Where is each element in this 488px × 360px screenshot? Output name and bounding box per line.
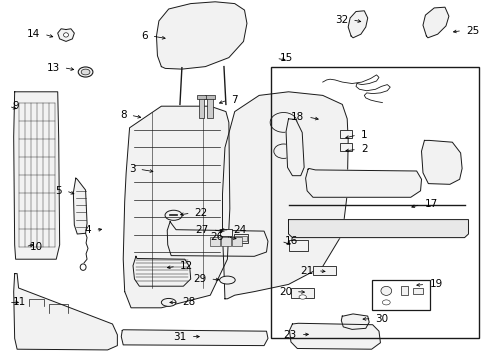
- Text: 2: 2: [360, 144, 367, 154]
- Bar: [221, 237, 230, 246]
- Text: 26: 26: [210, 232, 223, 242]
- Ellipse shape: [164, 210, 182, 220]
- Ellipse shape: [219, 276, 235, 284]
- Text: 4: 4: [84, 225, 91, 235]
- Bar: [205, 95, 215, 99]
- Text: 29: 29: [193, 274, 206, 284]
- Text: 16: 16: [285, 236, 298, 246]
- Bar: [196, 95, 206, 99]
- Bar: [271, 67, 478, 338]
- Text: 18: 18: [290, 112, 304, 122]
- Text: 19: 19: [428, 279, 442, 289]
- Text: 21: 21: [300, 266, 313, 276]
- Polygon shape: [14, 92, 60, 259]
- Bar: [371, 280, 429, 310]
- Polygon shape: [347, 11, 367, 38]
- Text: 24: 24: [233, 225, 246, 235]
- Polygon shape: [123, 106, 229, 308]
- Polygon shape: [133, 256, 190, 286]
- Ellipse shape: [382, 300, 389, 305]
- Ellipse shape: [298, 295, 305, 299]
- Text: 32: 32: [334, 15, 347, 25]
- Text: 25: 25: [465, 26, 478, 36]
- Bar: [231, 237, 241, 246]
- Bar: [220, 229, 232, 236]
- Polygon shape: [156, 2, 246, 69]
- Text: 22: 22: [194, 208, 207, 218]
- Bar: [288, 240, 307, 251]
- Text: 1: 1: [360, 130, 367, 140]
- Ellipse shape: [81, 69, 90, 75]
- Text: 14: 14: [27, 29, 40, 39]
- Text: 27: 27: [195, 225, 208, 235]
- Bar: [198, 96, 204, 118]
- Text: 10: 10: [29, 242, 42, 252]
- Text: 13: 13: [46, 63, 60, 73]
- Bar: [400, 286, 407, 295]
- Polygon shape: [58, 29, 74, 41]
- Polygon shape: [121, 330, 267, 346]
- Text: 12: 12: [180, 261, 193, 271]
- Text: 23: 23: [283, 330, 296, 340]
- Bar: [312, 266, 336, 275]
- Text: 15: 15: [280, 53, 293, 63]
- Polygon shape: [167, 221, 267, 256]
- Bar: [207, 96, 213, 118]
- Polygon shape: [285, 119, 304, 176]
- Ellipse shape: [380, 287, 391, 296]
- Polygon shape: [289, 323, 380, 349]
- Bar: [339, 130, 351, 138]
- Bar: [233, 234, 248, 243]
- Polygon shape: [222, 92, 347, 299]
- Polygon shape: [422, 7, 448, 38]
- Bar: [210, 237, 220, 246]
- Polygon shape: [288, 220, 468, 238]
- Bar: [339, 143, 351, 151]
- Bar: [412, 288, 422, 294]
- Text: 5: 5: [55, 186, 62, 196]
- Polygon shape: [305, 168, 421, 197]
- Text: 20: 20: [278, 287, 291, 297]
- Text: 30: 30: [375, 314, 388, 324]
- Ellipse shape: [161, 298, 176, 306]
- Text: 6: 6: [141, 31, 147, 41]
- Text: 31: 31: [173, 332, 186, 342]
- Bar: [290, 288, 314, 298]
- Polygon shape: [14, 274, 117, 350]
- Ellipse shape: [63, 33, 68, 37]
- Bar: [234, 236, 247, 241]
- Ellipse shape: [78, 67, 93, 77]
- Text: 17: 17: [424, 199, 437, 210]
- Text: 7: 7: [231, 95, 238, 105]
- Text: 9: 9: [13, 101, 20, 111]
- Text: 11: 11: [13, 297, 26, 307]
- Polygon shape: [421, 140, 461, 184]
- Polygon shape: [341, 314, 368, 329]
- Text: 8: 8: [120, 110, 126, 120]
- Text: 28: 28: [182, 297, 195, 307]
- Text: 3: 3: [128, 164, 135, 174]
- Polygon shape: [73, 178, 87, 234]
